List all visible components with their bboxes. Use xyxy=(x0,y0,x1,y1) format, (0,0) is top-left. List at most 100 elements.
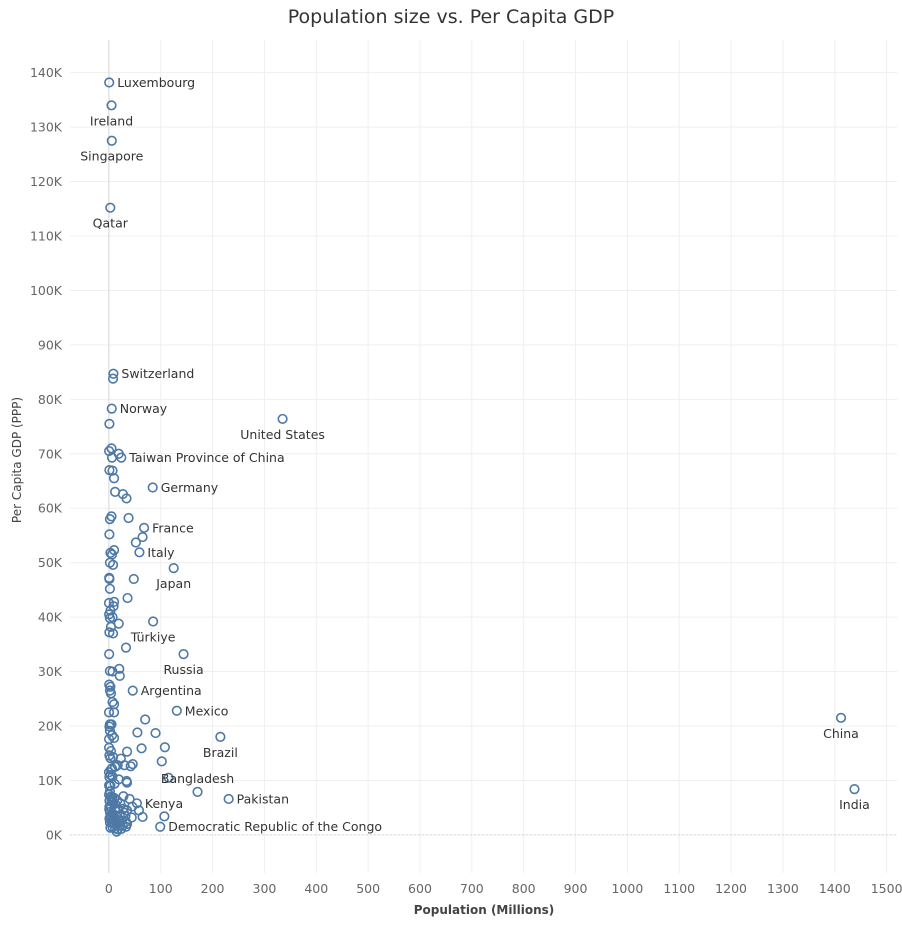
data-label: Pakistan xyxy=(237,791,289,806)
data-label: Kenya xyxy=(145,796,183,811)
data-point xyxy=(108,707,120,718)
data-label: Japan xyxy=(155,576,191,591)
x-tick-label: 500 xyxy=(356,881,380,896)
data-point xyxy=(134,547,145,558)
x-tick-label: 1200 xyxy=(715,881,747,896)
data-label: Italy xyxy=(147,545,175,560)
data-point xyxy=(277,413,288,425)
data-point xyxy=(148,616,159,627)
data-point xyxy=(114,663,125,674)
data-point xyxy=(123,512,134,524)
data-point xyxy=(155,821,166,832)
y-tick-label: 10K xyxy=(38,773,63,788)
data-point xyxy=(104,557,116,568)
data-label: Ireland xyxy=(90,113,133,128)
data-label: Türkiye xyxy=(130,629,176,644)
x-tick-label: 600 xyxy=(408,881,432,896)
x-axis-label: Population (Millions) xyxy=(413,903,555,917)
data-point xyxy=(120,642,132,653)
x-tick-label: 1400 xyxy=(819,881,851,896)
data-point xyxy=(137,531,148,543)
data-point xyxy=(178,649,189,660)
data-point xyxy=(115,798,126,809)
data-point xyxy=(125,761,136,772)
data-label: China xyxy=(823,726,859,741)
data-point xyxy=(104,77,115,88)
data-point xyxy=(849,784,860,795)
data-point xyxy=(147,482,158,493)
y-tick-label: 70K xyxy=(38,446,63,461)
data-point xyxy=(105,681,116,692)
x-tick-label: 1500 xyxy=(871,881,902,896)
data-point xyxy=(121,493,132,504)
data-point xyxy=(106,403,117,414)
data-label: Mexico xyxy=(185,703,229,718)
data-point xyxy=(107,696,118,708)
data-point xyxy=(107,666,118,677)
x-tick-label: 100 xyxy=(149,881,173,896)
data-point xyxy=(104,529,115,540)
data-point xyxy=(107,628,119,639)
data-point xyxy=(104,583,116,594)
data-point xyxy=(140,714,151,725)
data-point xyxy=(114,670,125,682)
data-label: Luxembourg xyxy=(117,75,195,90)
data-point xyxy=(223,793,234,805)
x-tick-label: 0 xyxy=(105,881,113,896)
data-label: Democratic Republic of the Congo xyxy=(168,819,382,834)
data-point xyxy=(159,811,170,822)
data-label: Brazil xyxy=(203,745,238,760)
data-point xyxy=(159,742,170,753)
data-point xyxy=(111,826,122,837)
data-point xyxy=(104,418,115,429)
data-label: Switzerland xyxy=(121,366,194,381)
data-label: Norway xyxy=(120,401,168,416)
data-point xyxy=(108,368,119,379)
data-point xyxy=(108,473,120,484)
data-point xyxy=(128,573,139,585)
data-point xyxy=(137,811,148,823)
data-point xyxy=(105,745,117,757)
data-label: United States xyxy=(240,427,325,442)
data-point xyxy=(104,465,115,476)
data-point xyxy=(835,712,847,723)
x-tick-label: 300 xyxy=(253,881,277,896)
data-label: Singapore xyxy=(80,149,143,164)
x-tick-label: 1300 xyxy=(767,881,799,896)
data-point xyxy=(107,771,118,782)
data-point xyxy=(122,592,133,604)
data-point xyxy=(215,731,226,742)
x-tick-label: 200 xyxy=(201,881,225,896)
y-tick-label: 80K xyxy=(38,392,63,407)
x-tick-label: 800 xyxy=(512,881,536,896)
data-point xyxy=(104,649,115,660)
data-point xyxy=(103,445,115,457)
data-point xyxy=(104,514,116,525)
data-point xyxy=(163,772,174,783)
data-point xyxy=(105,547,116,558)
y-tick-label: 120K xyxy=(30,174,63,189)
y-tick-label: 50K xyxy=(38,555,63,570)
data-point xyxy=(130,537,141,548)
data-point xyxy=(105,202,116,213)
x-tick-label: 900 xyxy=(564,881,588,896)
x-tick-label: 700 xyxy=(460,881,484,896)
data-label: Taiwan Province of China xyxy=(128,450,284,465)
y-tick-label: 130K xyxy=(30,120,63,135)
y-tick-label: 0K xyxy=(46,827,63,842)
data-point xyxy=(131,798,142,809)
y-tick-label: 20K xyxy=(38,719,63,734)
data-point xyxy=(132,727,143,738)
data-point xyxy=(103,707,115,718)
data-point xyxy=(168,563,179,574)
y-tick-label: 100K xyxy=(30,283,63,298)
x-tick-label: 1000 xyxy=(611,881,643,896)
data-point xyxy=(127,685,138,696)
data-point xyxy=(192,786,203,797)
y-tick-label: 90K xyxy=(38,337,63,352)
data-point xyxy=(156,756,167,767)
x-tick-label: 400 xyxy=(304,881,328,896)
data-point xyxy=(106,135,117,146)
data-point xyxy=(108,732,120,744)
